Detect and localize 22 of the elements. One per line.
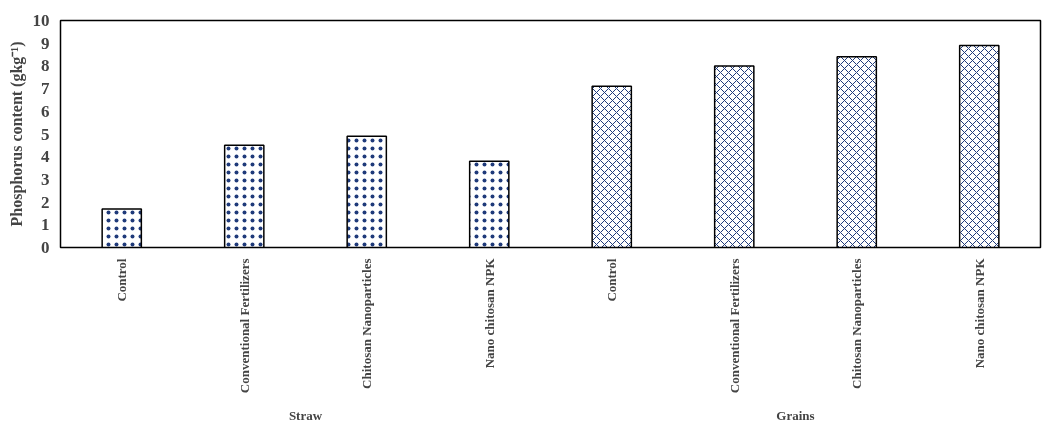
y-axis-title: Phosphorus content (gkg⁻¹) (7, 41, 26, 227)
y-tick-label: 0 (41, 238, 50, 257)
y-tick-label: 7 (41, 79, 50, 99)
y-tick-label: 5 (41, 124, 50, 144)
y-tick-label: 10 (32, 11, 50, 30)
x-tick-label: Chitosan Nanoparticles (849, 258, 865, 389)
x-tick-label: Conventional Fertilizers (726, 258, 742, 394)
y-tick-label: 3 (41, 169, 50, 189)
y-tick-label: 4 (41, 147, 50, 167)
y-tick-label: 8 (41, 56, 50, 76)
x-tick-label: Nano chitosan NPK (481, 257, 497, 369)
y-tick-label: 9 (41, 33, 50, 53)
x-tick-label: Chitosan Nanoparticles (359, 258, 375, 389)
x-tick-label: Control (114, 258, 130, 302)
y-tick-label: 1 (41, 215, 50, 235)
y-tick-label: 6 (41, 101, 50, 121)
x-tick-label: Conventional Fertilizers (236, 258, 252, 394)
y-tick-label: 2 (41, 192, 50, 212)
text: Straw (288, 407, 323, 423)
x-tick-label: Control (604, 258, 620, 302)
x-tick-label: Nano chitosan NPK (971, 257, 987, 369)
text: Grains (776, 407, 815, 423)
